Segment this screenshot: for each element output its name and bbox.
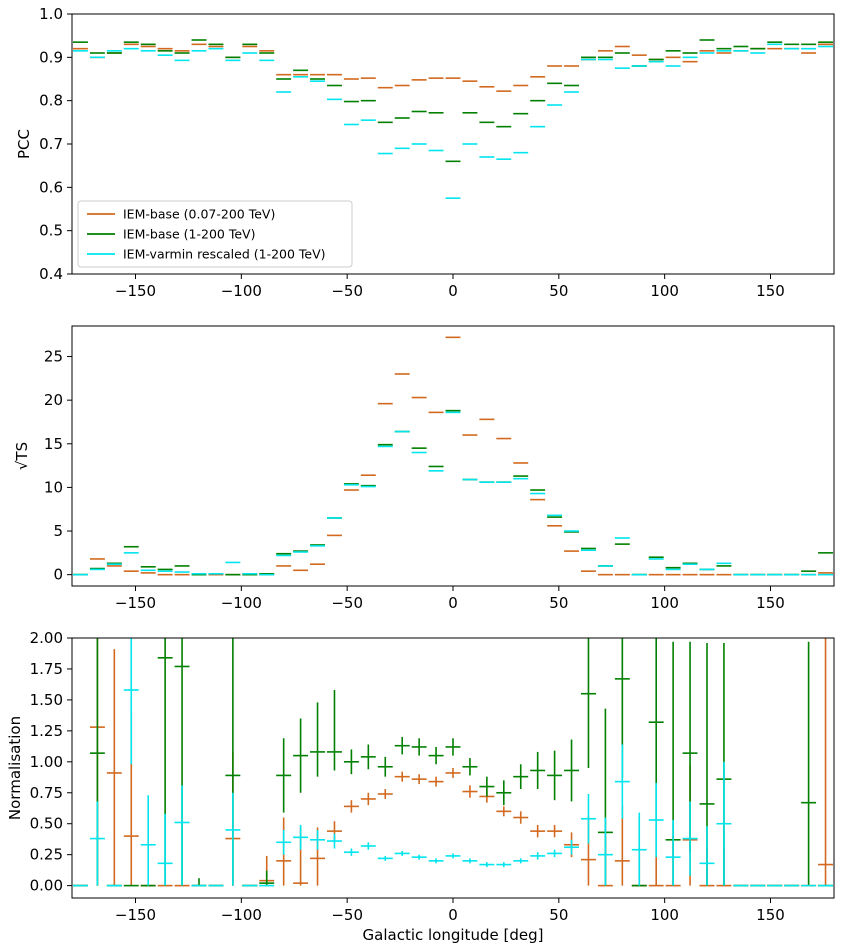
x-tick-label: 150 (756, 906, 785, 924)
x-axis-label: Galactic longitude [deg] (363, 926, 544, 944)
y-tick-label: 10 (44, 478, 63, 496)
x-tick-label: −100 (221, 906, 262, 924)
y-tick-label: 1.50 (30, 691, 63, 709)
y-tick-label: 0.9 (39, 48, 63, 66)
y-tick-label: 1.0 (39, 5, 63, 23)
series-varmin (73, 43, 833, 199)
series-base_high (73, 409, 833, 576)
legend-entry: IEM-varmin rescaled (1-200 TeV) (123, 247, 326, 262)
y-tick-label: 0.25 (30, 846, 63, 864)
series-base_wide (73, 336, 833, 576)
series-base_wide (73, 43, 833, 92)
x-tick-label: −150 (115, 906, 156, 924)
y-tick-label: 0.5 (39, 222, 63, 240)
y-tick-label: 0.6 (39, 178, 63, 196)
y-tick-label: 25 (44, 348, 63, 366)
y-tick-label: 2.00 (30, 629, 63, 647)
x-tick-label: 150 (756, 282, 785, 300)
x-tick-label: 0 (448, 594, 458, 612)
series-base_high (73, 39, 833, 163)
y-axis-label: √TS (13, 442, 31, 470)
x-tick-label: 50 (549, 906, 568, 924)
y-tick-label: 0.50 (30, 815, 63, 833)
x-tick-label: −50 (331, 282, 363, 300)
y-tick-label: 0.7 (39, 135, 63, 153)
x-tick-label: 50 (549, 594, 568, 612)
x-tick-label: −50 (331, 594, 363, 612)
y-tick-label: 5 (53, 522, 63, 540)
y-tick-label: 0.75 (30, 784, 63, 802)
data-layer (73, 336, 833, 576)
y-tick-label: 0.8 (39, 92, 63, 110)
series-varmin (73, 638, 833, 887)
series-varmin (73, 411, 833, 576)
x-tick-label: 100 (650, 594, 679, 612)
y-tick-label: 1.00 (30, 753, 63, 771)
panel-pcc: −150 −100 −50 0 50 100 150 0.4 0.5 0.6 0.7 0.8 0.9 1.… (15, 5, 835, 300)
y-tick-label: 1.25 (30, 722, 63, 740)
axes-frame (71, 325, 835, 587)
legend-entry: IEM-base (0.07-200 TeV) (123, 207, 275, 222)
x-tick-label: 100 (650, 282, 679, 300)
data-layer (73, 39, 833, 199)
y-tick-label: 20 (44, 391, 63, 409)
y-tick-label: 0.4 (39, 265, 63, 283)
x-tick-label: −100 (221, 282, 262, 300)
legend-entry: IEM-base (1-200 TeV) (123, 227, 255, 242)
series-base_high (73, 638, 833, 887)
x-tick-label: 50 (549, 282, 568, 300)
legend-box (77, 200, 353, 268)
x-tick-label: −150 (115, 594, 156, 612)
x-tick-label: −150 (115, 282, 156, 300)
data-layer (73, 638, 833, 887)
x-tick-label: −100 (221, 594, 262, 612)
x-tick-label: 150 (756, 594, 785, 612)
x-tick-label: −50 (331, 906, 363, 924)
panel-normalisation: −150 −100 −50 0 50 100 150 0.00 0.25 0.50 0.75 1.00… (6, 629, 835, 944)
y-tick-label: 0.00 (30, 877, 63, 895)
y-tick-label: 1.75 (30, 660, 63, 678)
y-tick-label: 0 (53, 566, 63, 584)
legend: IEM-base (0.07-200 TeV) IEM-base (1-200 T… (77, 200, 353, 268)
x-tick-label: 0 (448, 282, 458, 300)
y-axis-label: PCC (15, 129, 33, 159)
y-axis-label: Normalisation (6, 716, 24, 820)
x-tick-label: 100 (650, 906, 679, 924)
panel-sqrt_ts: −150 −100 −50 0 50 100 150 0 5 10 15 20 25 √TS (13, 325, 835, 612)
y-tick-label: 15 (44, 435, 63, 453)
x-tick-label: 0 (448, 906, 458, 924)
